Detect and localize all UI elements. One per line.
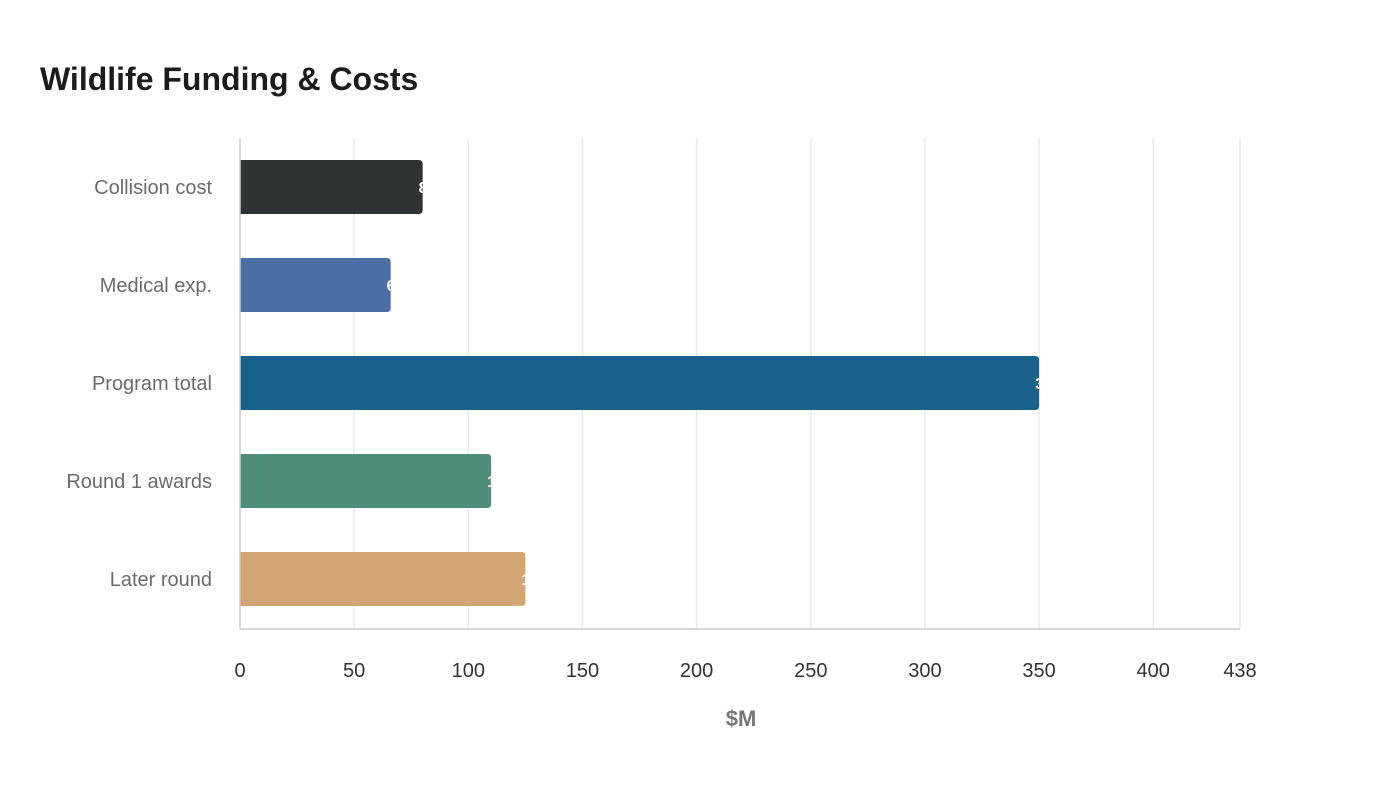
- bar: [240, 356, 1040, 410]
- x-tick-label: 350: [1022, 660, 1055, 682]
- category-label: Round 1 awards: [66, 471, 212, 493]
- bar: [240, 552, 526, 606]
- category-label: Medical exp.: [100, 275, 212, 297]
- x-tick-label: 300: [908, 660, 941, 682]
- x-tick-label: 438: [1223, 660, 1256, 682]
- x-tick-label: 50: [343, 660, 365, 682]
- category-label: Program total: [92, 373, 212, 395]
- category-labels: Collision cost Medical exp. Program total R…: [66, 177, 212, 591]
- bar-value-label: 66: [387, 278, 405, 295]
- bar: [240, 160, 423, 214]
- category-label: Later round: [110, 569, 212, 591]
- x-tick-label: 150: [566, 660, 599, 682]
- bar: [240, 258, 391, 312]
- bar-value-label: 110: [487, 474, 513, 491]
- x-tick-label: 250: [794, 660, 827, 682]
- x-tick-label: 0: [234, 660, 245, 682]
- x-tick-label: 100: [452, 660, 485, 682]
- bar-value-label: 350: [1035, 376, 1062, 393]
- bar: [240, 454, 492, 508]
- chart-title: Wildlife Funding & Costs: [40, 61, 419, 97]
- bars: 80 66 350 110 125: [240, 160, 1062, 606]
- category-label: Collision cost: [94, 177, 212, 199]
- axes: 0 50 100 150 200 250 300 350 400 438: [234, 138, 1257, 682]
- x-axis-title: $M: [726, 706, 757, 731]
- x-tick-label: 200: [680, 660, 713, 682]
- x-tick-label: 400: [1137, 660, 1170, 682]
- bar-value-label: 80: [419, 180, 437, 197]
- bar-value-label: 125: [521, 572, 548, 589]
